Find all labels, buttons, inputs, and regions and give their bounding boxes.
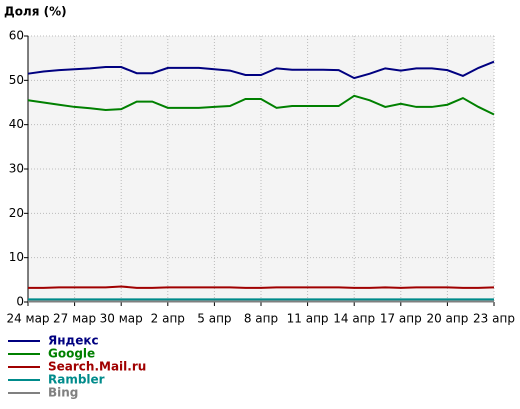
y-tick-label: 0: [16, 295, 24, 309]
x-tick-label: 5 апр: [197, 312, 231, 326]
y-tick-label: 10: [9, 250, 24, 264]
y-tick-label: 20: [9, 206, 24, 220]
x-tick-label: 14 апр: [333, 312, 375, 326]
y-tick-label: 60: [9, 29, 24, 43]
x-tick-label: 8 апр: [244, 312, 278, 326]
x-tick-label: 23 апр: [473, 312, 515, 326]
x-tick-label: 11 апр: [287, 312, 329, 326]
y-tick-label: 30: [9, 162, 24, 176]
legend-label: Search.Mail.ru: [48, 360, 146, 374]
x-tick-label: 2 апр: [151, 312, 185, 326]
legend-label: Яндекс: [48, 334, 99, 348]
y-tick-label: 40: [9, 117, 24, 131]
x-tick-label: 30 мар: [100, 312, 143, 326]
x-tick-label: 20 апр: [426, 312, 468, 326]
y-tick-label: 50: [9, 73, 24, 87]
series-line: [28, 285, 495, 289]
legend-label: Rambler: [48, 373, 105, 387]
x-tick-label: 17 апр: [380, 312, 422, 326]
x-tick-label: 24 мар: [6, 312, 49, 326]
legend-label: Google: [48, 347, 95, 361]
chart-title: Доля (%): [4, 5, 67, 19]
series-line: [27, 94, 495, 116]
x-tick-label: 27 мар: [53, 312, 96, 326]
series-line: [27, 60, 495, 80]
legend-label: Bing: [48, 386, 78, 400]
